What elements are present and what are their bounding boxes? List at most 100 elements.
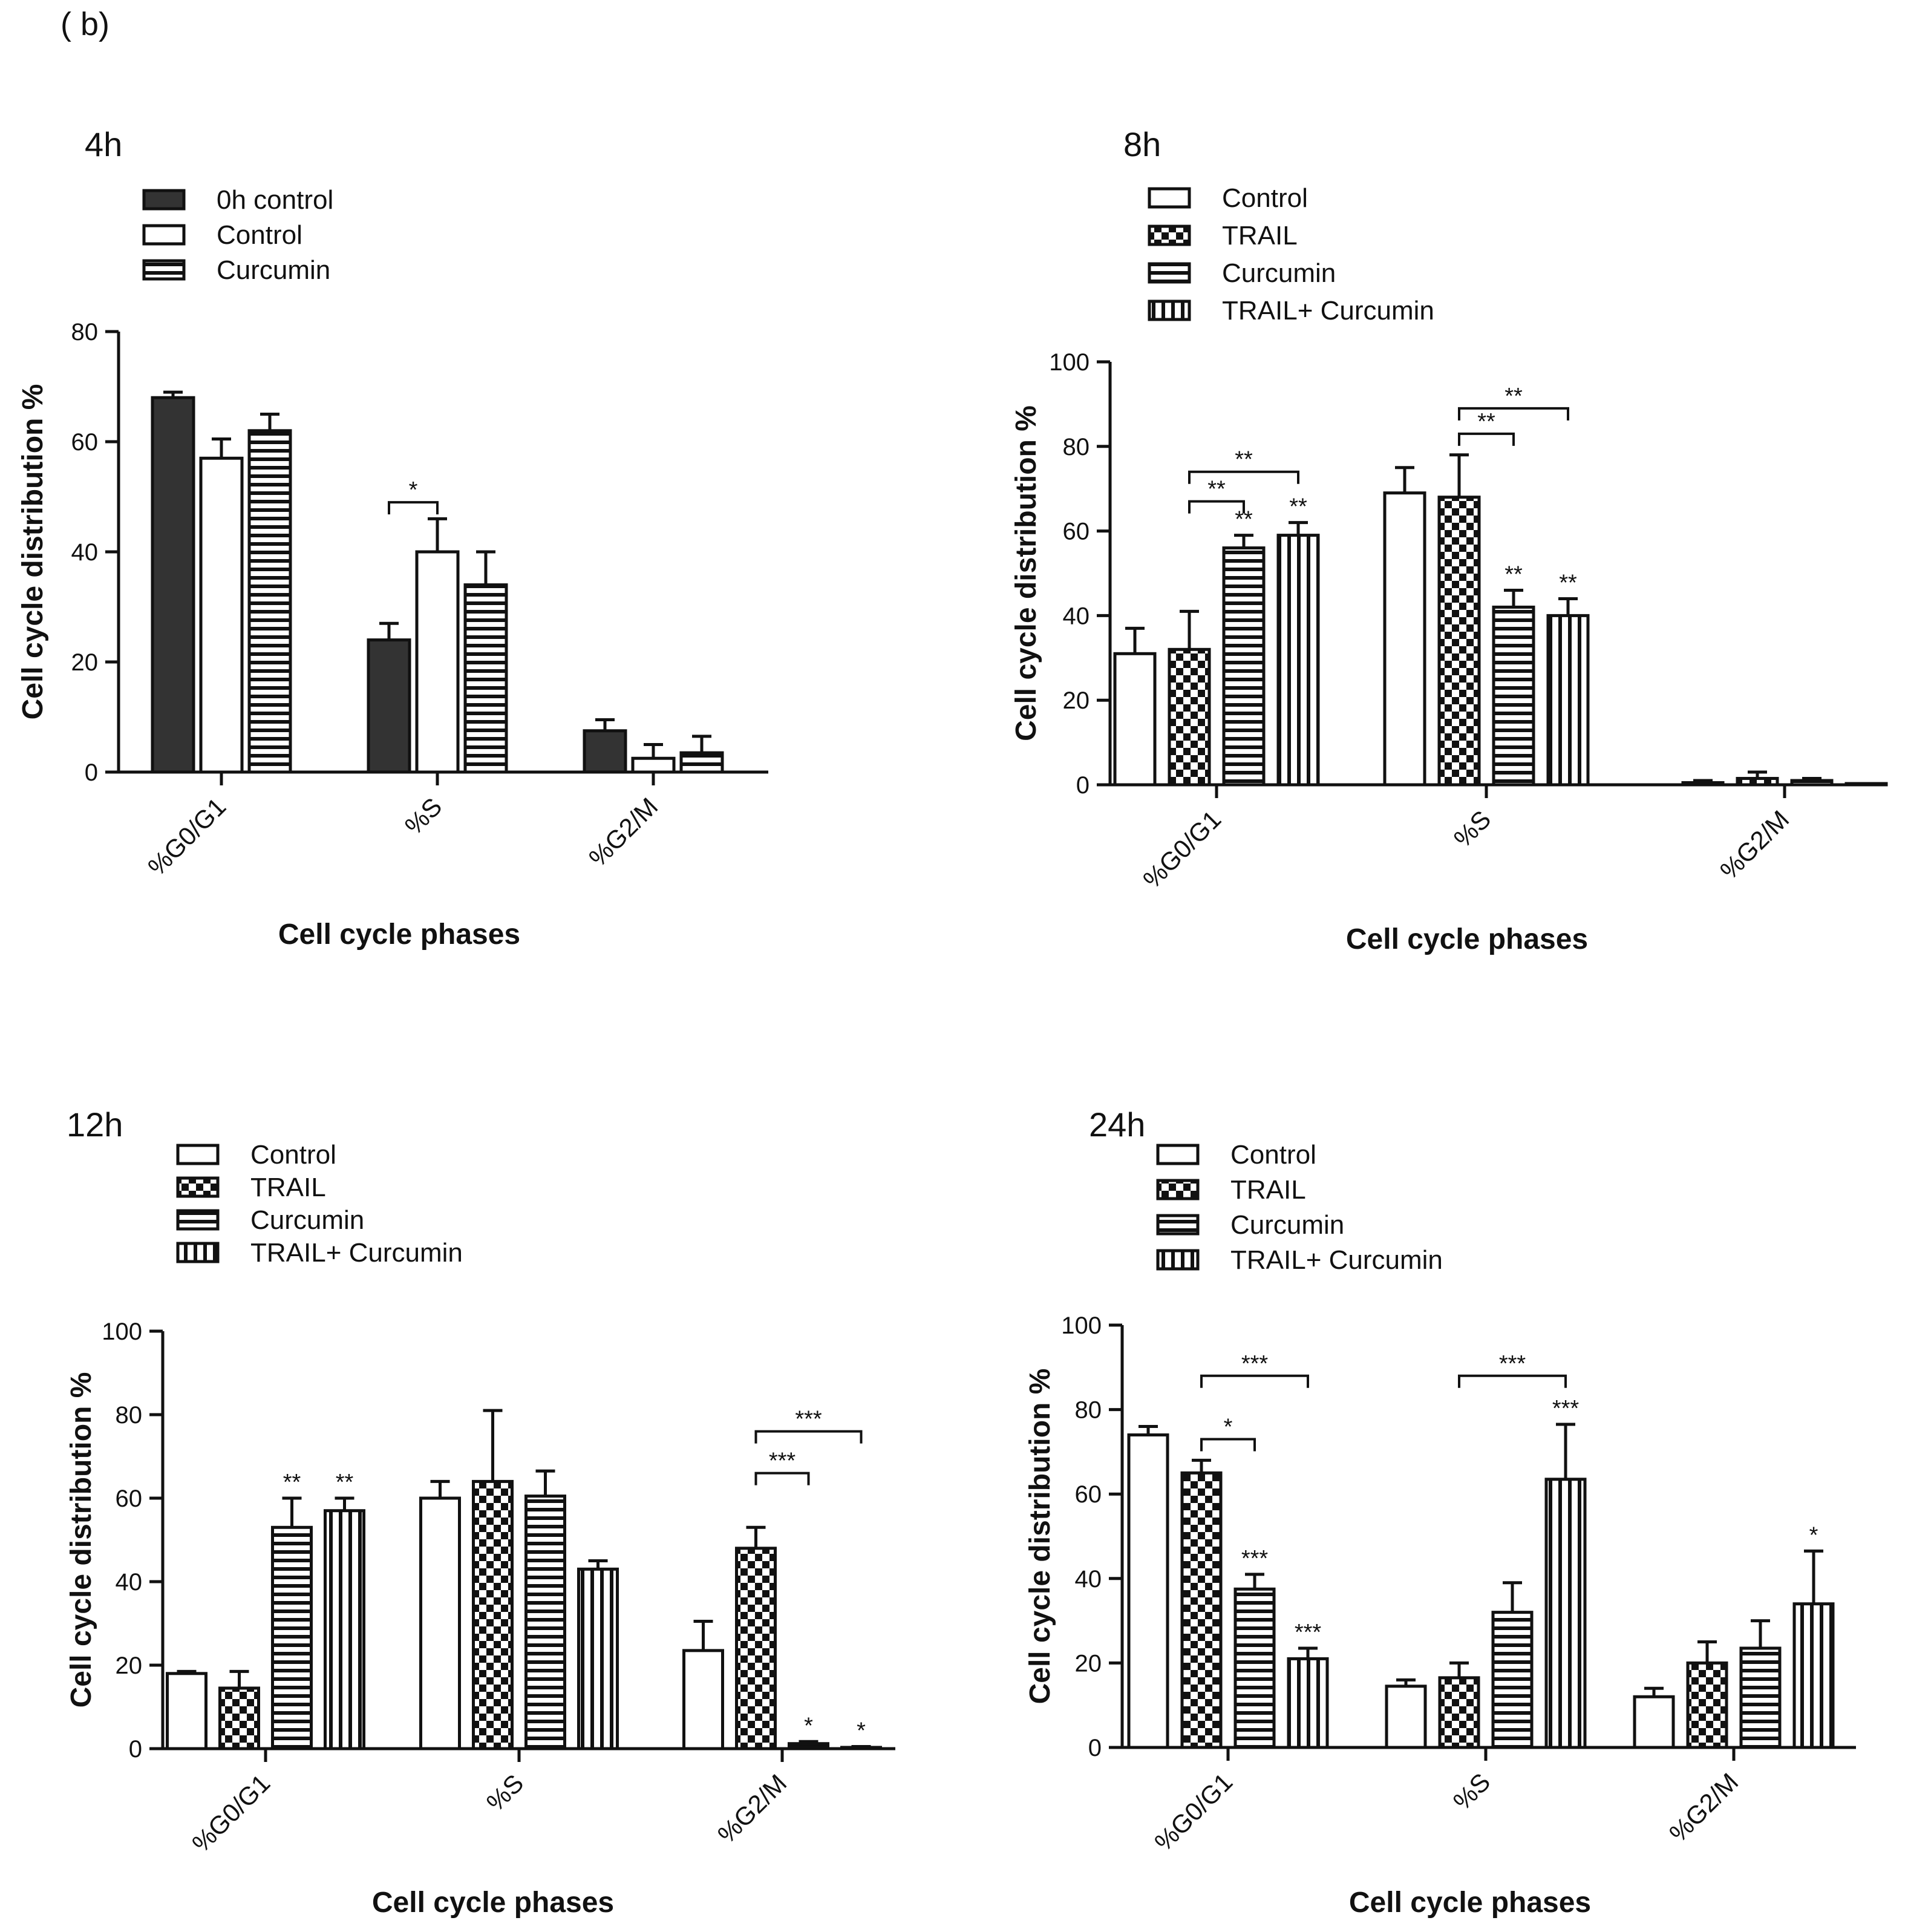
significance-bracket: [754, 1472, 810, 1485]
y-tick-label: 40: [1063, 603, 1090, 629]
y-tick-label: 40: [116, 1569, 143, 1596]
bar: [1790, 779, 1834, 787]
bar: [1438, 1676, 1480, 1749]
chart-panel: 4h 0h control Control Curcumin 0 20 40 60 80 Cell…: [17, 125, 768, 951]
bar: [1792, 1602, 1835, 1749]
bar: [199, 456, 244, 774]
x-tick-label: %G0/G1: [142, 792, 231, 881]
significance-bracket: [1200, 1374, 1309, 1388]
significance-label: ***: [1295, 1620, 1322, 1645]
significance-label: *: [409, 477, 418, 503]
y-tick-label: 100: [102, 1318, 142, 1345]
x-tick-label: %G0/G1: [1149, 1767, 1238, 1856]
bar: [1113, 652, 1157, 787]
y-tick-label: 80: [71, 319, 99, 345]
chart-panel: 8h Control TRAIL Curcumin TRAIL+ Curcumin 0 20…: [1010, 125, 1888, 955]
significance-bracket: [388, 501, 439, 515]
y-tick-label: 20: [71, 649, 99, 676]
significance-label: ***: [1241, 1351, 1269, 1377]
significance-label: **: [1235, 447, 1253, 473]
bar: [1633, 1695, 1675, 1749]
y-tick-label: 0: [1088, 1735, 1102, 1761]
bar: [682, 1649, 724, 1750]
legend-label: TRAIL+ Curcumin: [250, 1238, 463, 1268]
bar: [1127, 1433, 1169, 1749]
bar: [1180, 1471, 1223, 1749]
legend-label: Curcumin: [1230, 1210, 1344, 1240]
bar: [1276, 534, 1320, 787]
y-tick-label: 80: [116, 1402, 143, 1429]
y-tick-label: 60: [116, 1485, 143, 1512]
figure-label: ( b): [60, 6, 109, 42]
significance-label: **: [1505, 562, 1523, 587]
y-tick-label: 100: [1061, 1312, 1102, 1339]
legend-swatch: [1156, 1179, 1200, 1200]
legend-swatch: [1148, 224, 1191, 246]
bar: [1233, 1587, 1276, 1749]
legend-label: Curcumin: [217, 255, 330, 285]
bar: [1385, 1685, 1427, 1749]
significance-label: **: [336, 1470, 354, 1495]
chart-panel: 24h Control TRAIL Curcumin TRAIL+ Curcumin 0 2…: [1024, 1105, 1856, 1919]
significance-bracket: [754, 1430, 863, 1444]
x-axis-title: Cell cycle phases: [1349, 1887, 1591, 1919]
legend-label: TRAIL: [1230, 1175, 1306, 1205]
bar: [1681, 781, 1725, 787]
bar: [271, 1525, 313, 1750]
bar: [1492, 605, 1535, 787]
bar: [1844, 782, 1888, 787]
significance-label: *: [1809, 1522, 1818, 1548]
x-tick-label: %G2/M: [1664, 1767, 1743, 1847]
bar: [679, 751, 724, 774]
y-tick-label: 20: [1075, 1650, 1102, 1677]
bar: [1739, 1646, 1782, 1749]
significance-label: **: [1505, 384, 1523, 409]
chart-title: 8h: [1123, 125, 1161, 163]
bar: [788, 1742, 829, 1750]
legend-swatch: [1156, 1214, 1200, 1236]
significance-label: ***: [1552, 1396, 1580, 1421]
bar: [1544, 1478, 1587, 1749]
bar: [218, 1686, 260, 1750]
bar: [1222, 546, 1266, 787]
y-tick-label: 80: [1063, 434, 1090, 460]
significance-bracket: [1188, 470, 1299, 484]
significance-label: ***: [795, 1407, 822, 1432]
significance-label: **: [1477, 409, 1495, 434]
legend-swatch: [142, 224, 186, 246]
significance-bracket: [1200, 1438, 1256, 1452]
legend-swatch: [1156, 1144, 1200, 1165]
significance-label: *: [1224, 1414, 1233, 1439]
legend-swatch: [1148, 262, 1191, 284]
legend-label: Control: [1222, 183, 1308, 213]
bar: [151, 396, 195, 774]
bar: [1287, 1657, 1329, 1749]
y-axis-title: Cell cycle distribution %: [17, 384, 49, 720]
bar: [735, 1547, 777, 1750]
significance-label: **: [283, 1470, 301, 1495]
bar: [1736, 777, 1779, 787]
bar: [247, 429, 292, 774]
x-tick-label: %G2/M: [583, 792, 663, 872]
legend-label: Control: [250, 1140, 336, 1170]
x-tick-label: %G2/M: [1714, 805, 1794, 885]
significance-bracket: [1458, 432, 1515, 446]
legend-swatch: [1156, 1249, 1200, 1271]
significance-label: **: [1559, 570, 1577, 595]
legend-swatch: [1148, 187, 1191, 209]
y-tick-label: 60: [71, 429, 99, 456]
legend-label: Control: [1230, 1140, 1316, 1170]
y-tick-label: 20: [116, 1652, 143, 1679]
bar: [524, 1495, 566, 1750]
chart-title: 12h: [67, 1105, 123, 1144]
x-axis-title: Cell cycle phases: [1346, 923, 1588, 955]
significance-label: ***: [1241, 1546, 1269, 1571]
bar: [463, 583, 508, 774]
bar: [415, 550, 460, 774]
bar: [577, 1567, 619, 1750]
legend-label: 0h control: [217, 185, 333, 215]
legend-label: TRAIL+ Curcumin: [1230, 1245, 1443, 1275]
significance-bracket: [1188, 500, 1245, 514]
